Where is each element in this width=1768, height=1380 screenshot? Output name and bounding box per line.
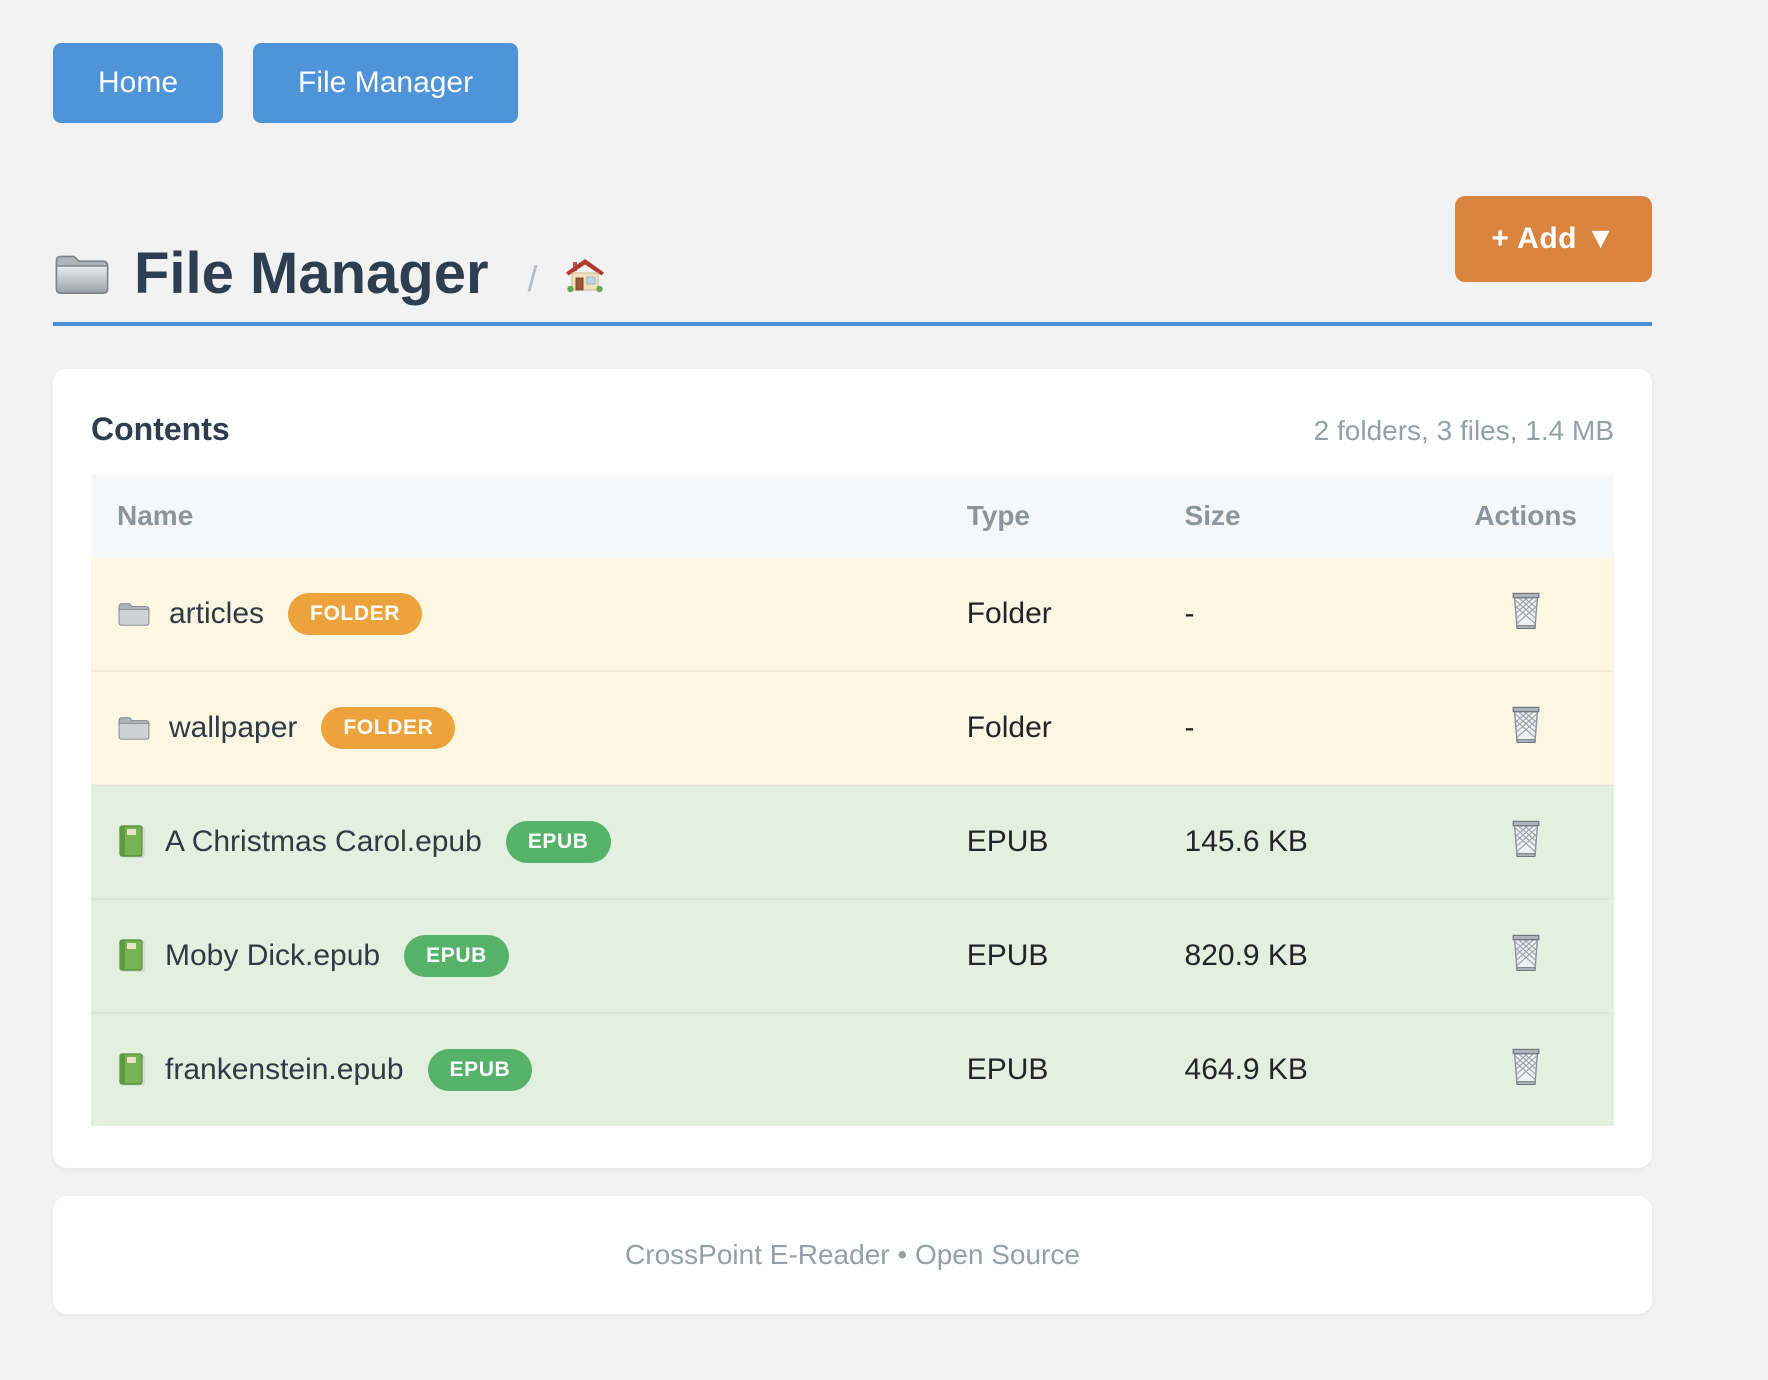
file-name: frankenstein.epub bbox=[165, 1052, 404, 1086]
file-type: EPUB bbox=[966, 1011, 1185, 1126]
folder-icon bbox=[53, 250, 111, 298]
file-name: A Christmas Carol.epub bbox=[165, 824, 482, 858]
top-nav: Home File Manager bbox=[53, 43, 1652, 123]
page-title: File Manager / bbox=[53, 241, 605, 308]
file-type-badge: FOLDER bbox=[288, 592, 422, 635]
contents-card: Contents 2 folders, 3 files, 1.4 MB Name… bbox=[53, 368, 1652, 1168]
green-book-icon bbox=[117, 825, 147, 859]
trash-icon[interactable] bbox=[1507, 931, 1545, 973]
file-size: 464.9 KB bbox=[1184, 1011, 1438, 1126]
contents-title: Contents bbox=[91, 410, 230, 447]
file-size: - bbox=[1184, 669, 1438, 785]
breadcrumb-separator: / bbox=[527, 257, 538, 299]
table-row-folder[interactable]: articles FOLDER Folder - bbox=[91, 557, 1614, 671]
file-size: - bbox=[1184, 557, 1438, 671]
column-header-size: Size bbox=[1184, 473, 1438, 558]
page: Home File Manager File Manager / bbox=[53, 43, 1652, 1314]
page-header: File Manager / + Add ▼ bbox=[53, 196, 1652, 326]
file-name: articles bbox=[169, 596, 265, 630]
file-name: Moby Dick.epub bbox=[165, 938, 381, 972]
folder-icon bbox=[117, 600, 151, 628]
column-header-type: Type bbox=[966, 473, 1185, 558]
file-type-badge: EPUB bbox=[505, 820, 611, 863]
table-header-row: Name Type Size Actions bbox=[91, 473, 1614, 558]
page-title-text: File Manager bbox=[134, 241, 489, 306]
file-size: 145.6 KB bbox=[1184, 783, 1438, 899]
table-row-folder[interactable]: wallpaper FOLDER Folder - bbox=[91, 669, 1614, 785]
file-type: Folder bbox=[966, 669, 1185, 785]
contents-summary: 2 folders, 3 files, 1.4 MB bbox=[1313, 414, 1614, 446]
folder-icon bbox=[117, 714, 151, 742]
add-button[interactable]: + Add ▼ bbox=[1455, 196, 1652, 282]
trash-icon[interactable] bbox=[1507, 589, 1545, 631]
column-header-name: Name bbox=[91, 473, 967, 558]
trash-icon[interactable] bbox=[1507, 817, 1545, 859]
footer: CrossPoint E-Reader • Open Source bbox=[53, 1195, 1652, 1314]
file-name: wallpaper bbox=[169, 710, 298, 744]
file-type-badge: EPUB bbox=[404, 934, 509, 977]
file-size: 820.9 KB bbox=[1184, 897, 1438, 1013]
home-icon[interactable] bbox=[565, 258, 605, 294]
trash-icon[interactable] bbox=[1507, 703, 1545, 745]
trash-icon[interactable] bbox=[1507, 1045, 1545, 1087]
table-row-epub[interactable]: Moby Dick.epub EPUB EPUB 820.9 KB bbox=[91, 897, 1614, 1013]
file-type: Folder bbox=[966, 557, 1185, 671]
nav-file-manager-button[interactable]: File Manager bbox=[253, 43, 519, 123]
file-type-badge: EPUB bbox=[427, 1048, 533, 1091]
file-type: EPUB bbox=[966, 897, 1185, 1013]
column-header-actions: Actions bbox=[1437, 473, 1614, 558]
green-book-icon bbox=[117, 939, 147, 973]
footer-text: CrossPoint E-Reader • Open Source bbox=[625, 1238, 1080, 1270]
table-row-epub[interactable]: A Christmas Carol.epub EPUB EPUB 145.6 K… bbox=[91, 783, 1614, 899]
contents-card-header: Contents 2 folders, 3 files, 1.4 MB bbox=[91, 411, 1614, 448]
nav-home-button[interactable]: Home bbox=[53, 43, 224, 123]
file-table: Name Type Size Actions articles FOLDER F… bbox=[91, 473, 1614, 1126]
file-type: EPUB bbox=[966, 783, 1185, 899]
file-type-badge: FOLDER bbox=[321, 706, 456, 749]
table-row-epub[interactable]: frankenstein.epub EPUB EPUB 464.9 KB bbox=[91, 1011, 1614, 1126]
green-book-icon bbox=[117, 1053, 147, 1087]
